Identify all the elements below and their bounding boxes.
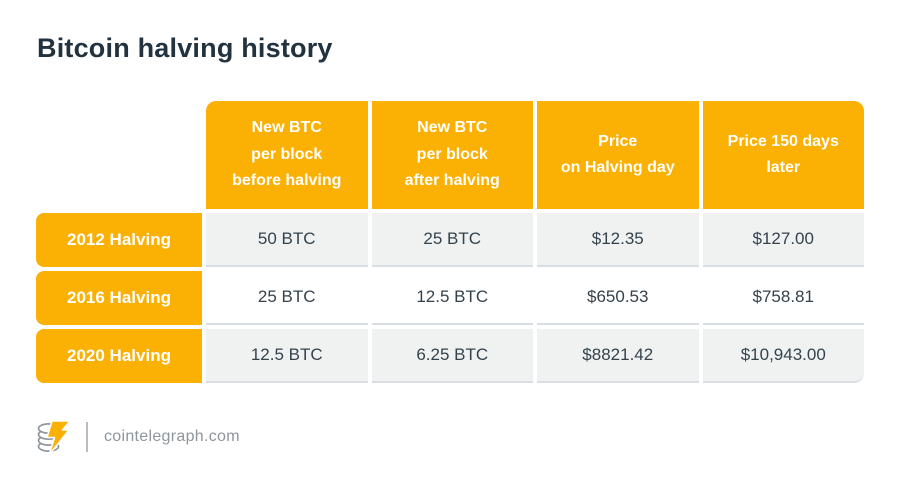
footer-divider bbox=[86, 422, 88, 452]
column-header-price-150-days: Price 150 days later bbox=[702, 101, 864, 209]
infographic-page: Bitcoin halving history New BTC per bloc… bbox=[0, 33, 900, 485]
table-cell-2016-price-150: $758.81 bbox=[702, 271, 864, 325]
cointelegraph-logo-icon bbox=[37, 420, 71, 456]
row-label-2016: 2016 Halving bbox=[36, 271, 202, 325]
column-header-price-halving-day: Price on Halving day bbox=[537, 101, 699, 209]
column-header-before-halving: New BTC per block before halving bbox=[206, 101, 368, 209]
table-cell-2020-price-150: $10,943.00 bbox=[702, 329, 864, 383]
table-cell-2012-price-day: $12.35 bbox=[537, 213, 699, 267]
table-cell-2012-before: 50 BTC bbox=[206, 213, 368, 267]
halving-history-table: New BTC per block before halving New BTC… bbox=[36, 101, 864, 383]
table-cell-2020-after: 6.25 BTC bbox=[371, 329, 533, 383]
footer: cointelegraph.com bbox=[36, 416, 900, 458]
table-cell-2016-price-day: $650.53 bbox=[537, 271, 699, 325]
table-cell-2012-price-150: $127.00 bbox=[702, 213, 864, 267]
row-label-2012: 2012 Halving bbox=[36, 213, 202, 267]
table-cell-2020-before: 12.5 BTC bbox=[206, 329, 368, 383]
page-title: Bitcoin halving history bbox=[37, 33, 333, 63]
footer-site-url: cointelegraph.com bbox=[104, 428, 240, 445]
table-cell-2020-price-day: $8821.42 bbox=[537, 329, 699, 383]
table-cell-2012-after: 25 BTC bbox=[371, 213, 533, 267]
column-header-after-halving: New BTC per block after halving bbox=[371, 101, 533, 209]
lightning-bolt-icon bbox=[46, 420, 71, 456]
row-label-2020: 2020 Halving bbox=[36, 329, 202, 383]
table-cell-2016-after: 12.5 BTC bbox=[371, 271, 533, 325]
table-cell-2016-before: 25 BTC bbox=[206, 271, 368, 325]
table-corner-spacer bbox=[36, 101, 202, 209]
